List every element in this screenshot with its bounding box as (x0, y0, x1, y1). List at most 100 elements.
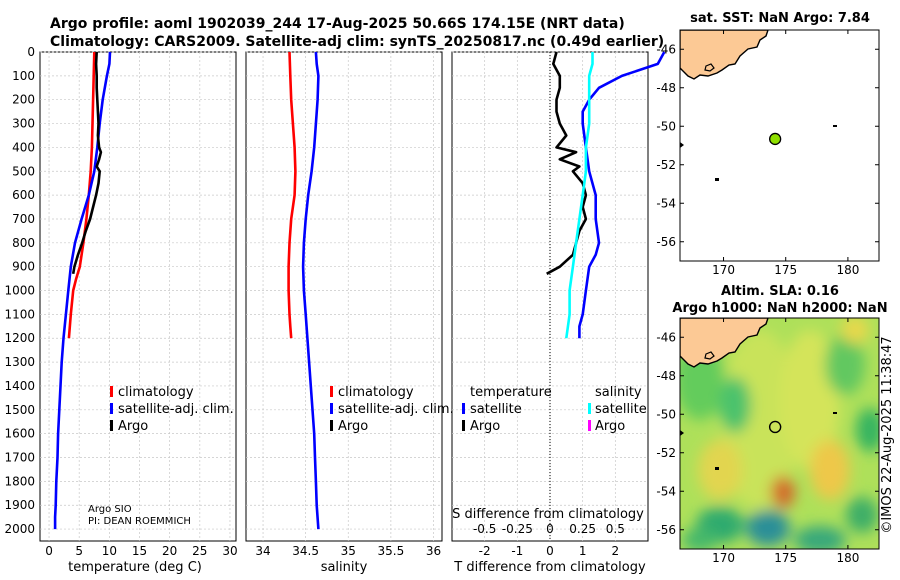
sst-land-bounty-islands (833, 125, 837, 127)
temperature-argo-line (71, 51, 103, 275)
profile-lines (53, 51, 666, 530)
sla-map-ticks: 170 175 180 -46 -48 -50 -52 -54 -56 (656, 318, 879, 565)
legend-label-argo: Argo (118, 419, 148, 434)
sla-blob (771, 476, 795, 508)
depth-tick-label: 300 (12, 117, 35, 131)
map-xtick-label: 180 (836, 551, 859, 565)
sst-map-ticks: 170 175 180 -46 -48 -50 -52 -54 -56 (656, 30, 879, 277)
depth-tick-label: 1600 (4, 427, 35, 441)
sla-land-south-island (680, 318, 769, 368)
map-ytick-label: -52 (656, 446, 676, 460)
float-attribution: Argo SIO (88, 504, 132, 515)
legend-swatch-t-satellite (462, 403, 465, 414)
sla-heatmap (680, 318, 879, 549)
x-tick-label: 20 (162, 544, 177, 558)
legend-swatch-argo (330, 420, 333, 431)
sst-land-stewart-island (704, 63, 715, 72)
salinity-legend: climatology satellite-adj. clim. Argo (330, 385, 454, 434)
legend-swatch-s-argo (588, 420, 591, 431)
x-tick-label: 5 (75, 544, 83, 558)
depth-tick-label: 800 (12, 236, 35, 250)
map-ytick-label: -56 (656, 523, 676, 537)
sla-land-stewart-island (704, 351, 715, 360)
x-tick-label: -0.5 (473, 522, 496, 536)
x-tick-label: -2 (479, 544, 491, 558)
legend-title-temperature: temperature (470, 385, 552, 400)
legend-swatch-satellite (110, 403, 113, 414)
tdiff-xlabel: T difference from climatology (453, 560, 646, 575)
depth-tick-label: 1800 (4, 474, 35, 488)
sst-map-land (680, 30, 837, 181)
map-ytick-label: -46 (656, 42, 676, 56)
difference-legend: temperature satellite Argo salinity sate… (462, 385, 647, 434)
sst-land-auckland-islands (680, 142, 684, 148)
legend-swatch-climatology (330, 386, 333, 397)
map-ytick-label: -48 (656, 81, 676, 95)
map-ytick-label: -50 (656, 407, 676, 421)
depth-tick-label: 2000 (4, 522, 35, 536)
legend-label-t-argo: Argo (470, 419, 500, 434)
sla-blob (746, 510, 790, 546)
sst-map-title: sat. SST: NaN Argo: 7.84 (690, 11, 870, 26)
temperature-panel (39, 51, 237, 542)
depth-tick-label: 1900 (4, 498, 35, 512)
x-tick-label: 34 (255, 544, 270, 558)
depth-tick-label: 1700 (4, 451, 35, 465)
sla-map-frame (679, 317, 880, 550)
sla-field (680, 318, 879, 549)
legend-label-climatology: climatology (118, 385, 194, 400)
x-tick-label: 1 (579, 544, 587, 558)
depth-tick-label: 900 (12, 260, 35, 274)
sla-blob (856, 408, 879, 452)
salinity-climatology-line (287, 51, 297, 339)
temperature-xlabel: temperature (deg C) (68, 560, 202, 575)
map-xtick-label: 170 (712, 263, 735, 277)
sla-blob (846, 497, 878, 533)
legend-title-salinity: salinity (595, 385, 642, 400)
pi-attribution: PI: DEAN ROEMMICH (88, 516, 191, 527)
salinity-satellite-adj-clim-line (301, 51, 320, 530)
map-ytick-label: -48 (656, 369, 676, 383)
differences-s-satellite-line (565, 52, 594, 339)
x-tick-label: 34.5 (292, 544, 319, 558)
map-ytick-label: -50 (656, 119, 676, 133)
temperature-climatology-line (67, 51, 96, 339)
legend-label-s-argo: Argo (595, 419, 625, 434)
figure-title-line1: Argo profile: aoml 1902039_244 17-Aug-20… (50, 16, 625, 32)
sla-map-title-line2: Argo h1000: NaN h2000: NaN (672, 301, 887, 316)
depth-tick-label: 400 (12, 140, 35, 154)
x-tick-label: 15 (132, 544, 147, 558)
legend-swatch-satellite (330, 403, 333, 414)
legend-label-satellite: satellite-adj. clim. (338, 402, 454, 417)
salinity-xlabel: salinity (321, 560, 368, 575)
sla-land-bounty-islands (833, 412, 837, 414)
imos-timestamp: ©IMOS 22-Aug-2025 11:38:47 (880, 336, 895, 533)
map-ytick-label: -54 (656, 196, 676, 210)
depth-tick-label: 1400 (4, 379, 35, 393)
depth-tick-label: 600 (12, 188, 35, 202)
sst-land-campbell-island (715, 178, 719, 181)
x-tick-label: 30 (222, 544, 237, 558)
x-tick-label: -0.25 (502, 522, 533, 536)
differences-t-satellite-line (578, 51, 666, 339)
x-tick-label: 25 (192, 544, 207, 558)
map-ytick-label: -56 (656, 235, 676, 249)
legend-label-satellite: satellite-adj. clim. (118, 402, 234, 417)
sla-blob (682, 528, 718, 549)
depth-tick-label: 1300 (4, 355, 35, 369)
legend-label-climatology: climatology (338, 385, 414, 400)
map-xtick-label: 175 (774, 263, 797, 277)
depth-tick-label: 200 (12, 93, 35, 107)
legend-label-argo: Argo (338, 419, 368, 434)
sla-blob (841, 318, 869, 344)
depth-tick-label: 1500 (4, 403, 35, 417)
map-ytick-label: -54 (656, 484, 676, 498)
map-xtick-label: 180 (836, 263, 859, 277)
temperature-legend: climatology satellite-adj. clim. Argo (110, 385, 234, 434)
depth-tick-label: 100 (12, 69, 35, 83)
x-tick-label: 0 (546, 544, 554, 558)
map-ytick-label: -46 (656, 330, 676, 344)
x-tick-label: 35 (341, 544, 356, 558)
legend-swatch-t-argo (462, 420, 465, 431)
x-tick-label: 2 (612, 544, 620, 558)
